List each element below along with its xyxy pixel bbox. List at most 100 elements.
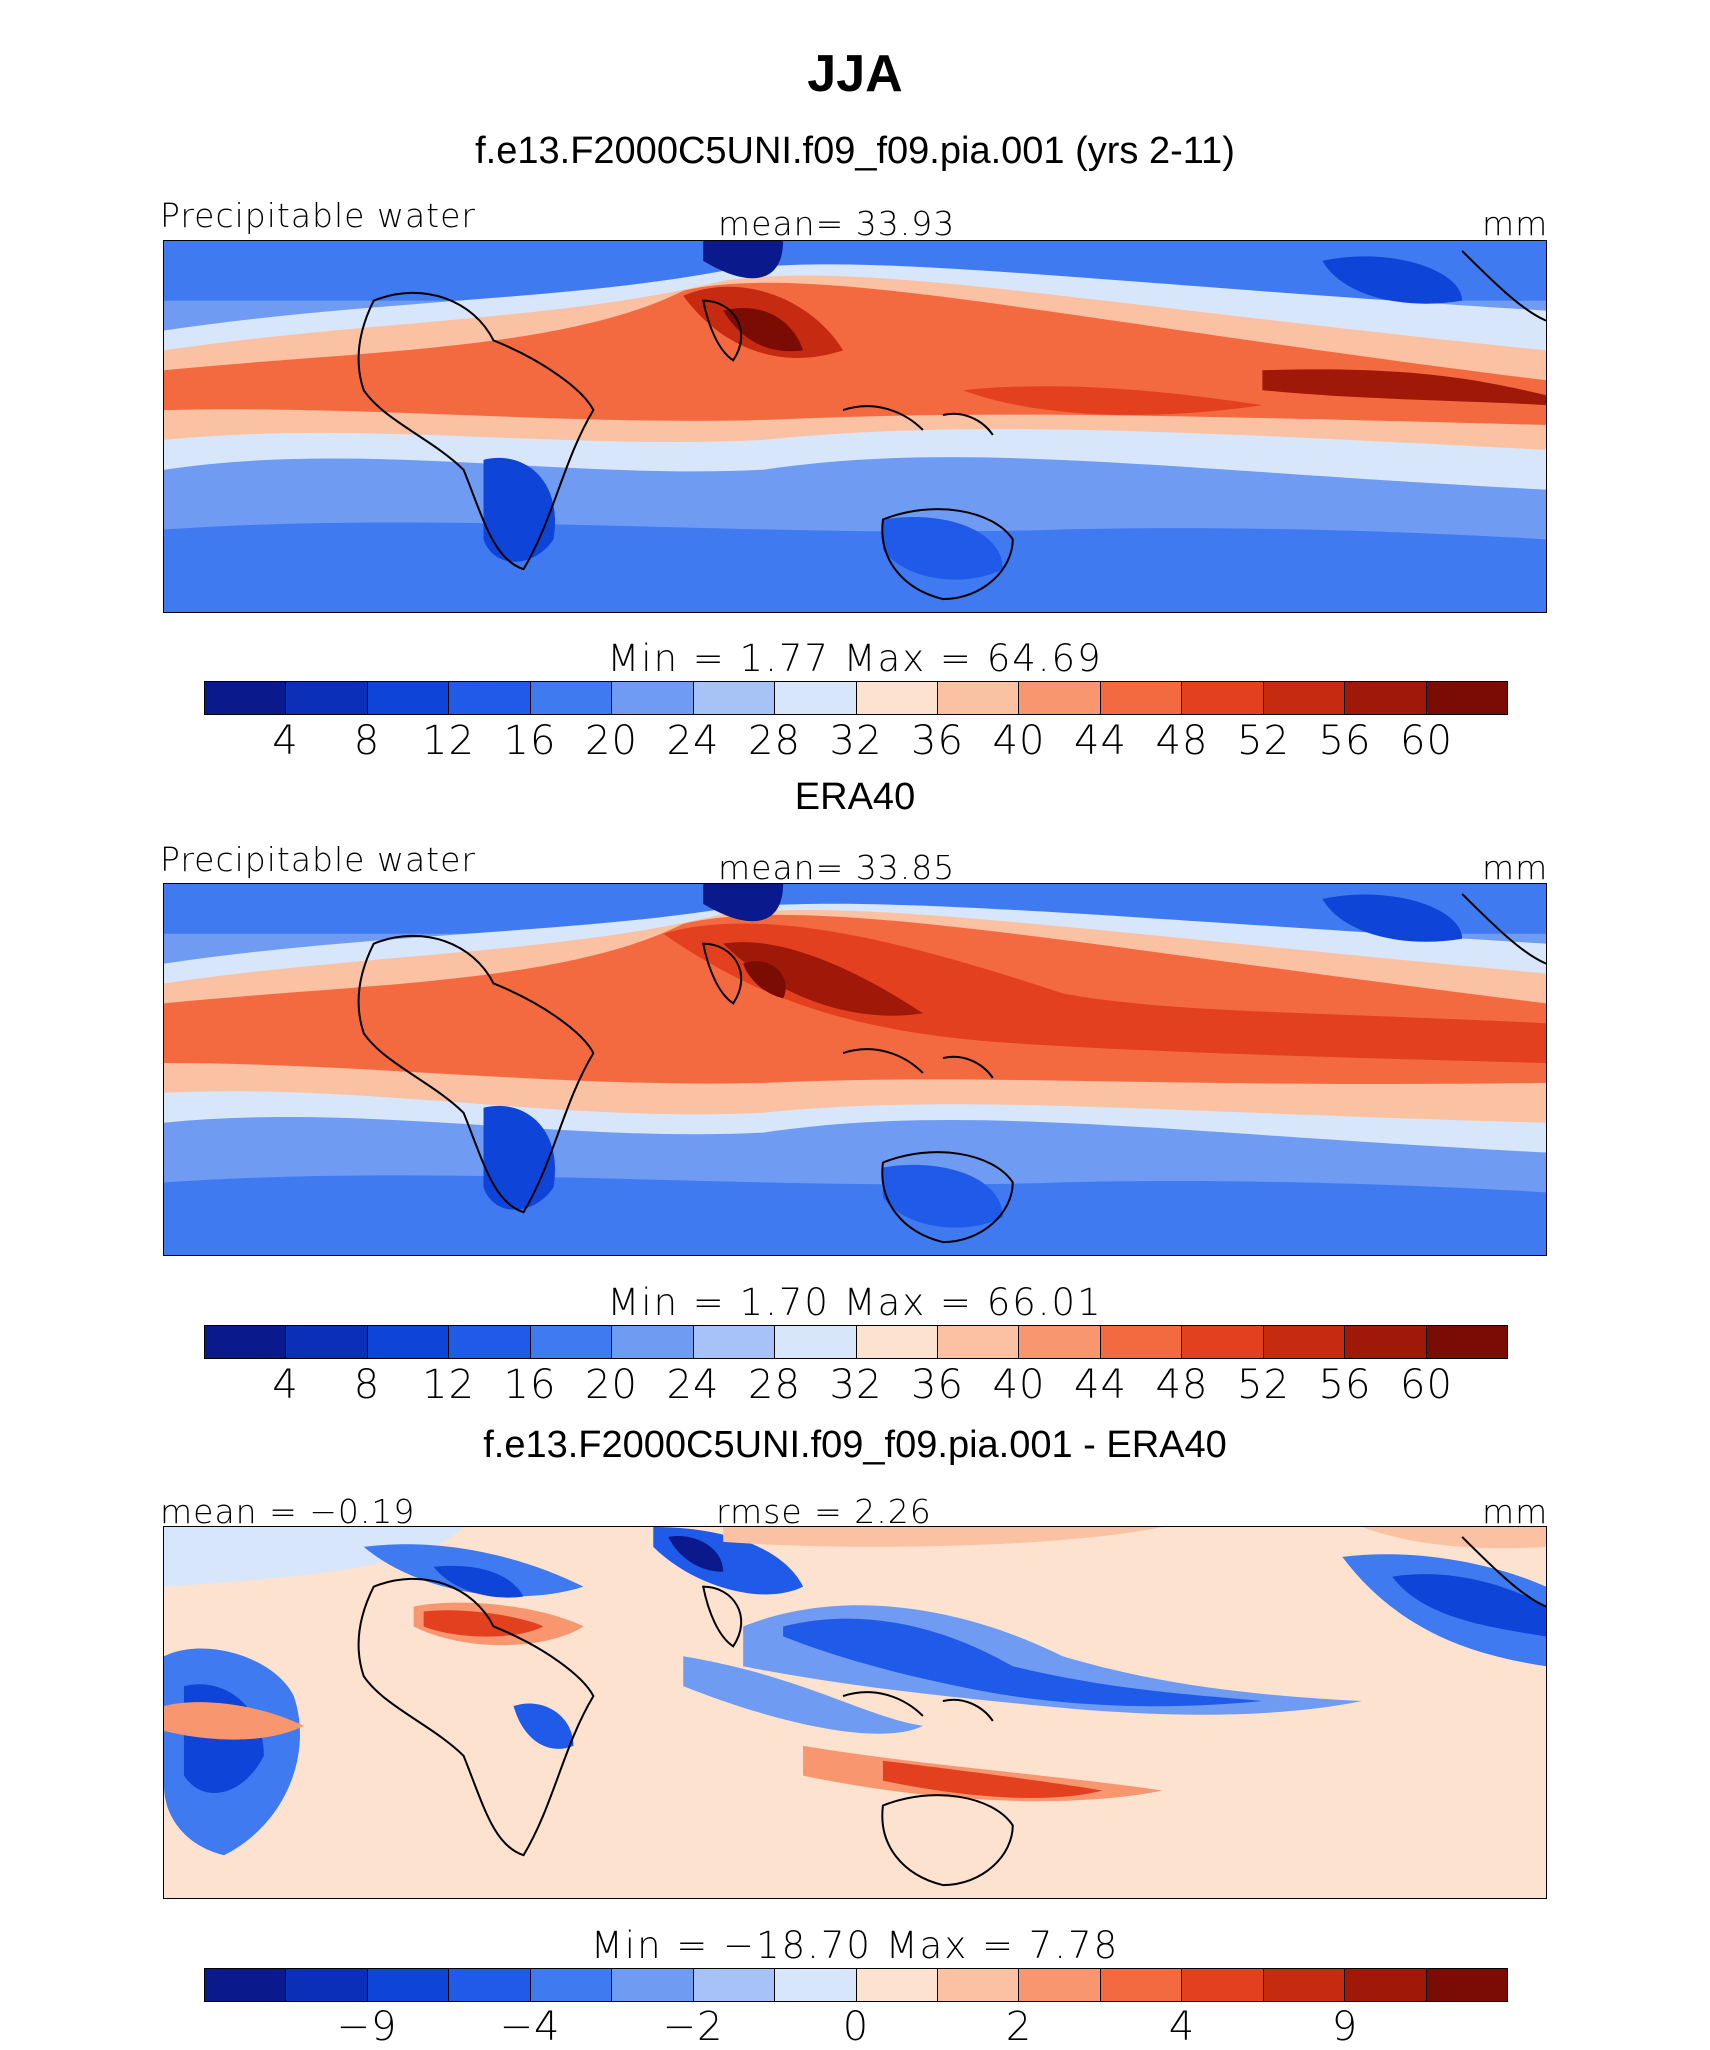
panel-1-min-max: Min = 1.77 Max = 64.69	[607, 637, 1103, 680]
colorbar-swatch	[1100, 682, 1183, 714]
colorbar-swatch	[693, 1326, 776, 1358]
panel-1-colorbar	[204, 681, 1508, 715]
panel-3-min-max: Min = −18.70 Max = 7.78	[590, 1924, 1120, 1967]
colorbar-swatch	[449, 682, 531, 714]
colorbar-tick-label: 8	[353, 718, 381, 764]
colorbar-swatch	[856, 1326, 938, 1358]
colorbar-swatch	[449, 1969, 531, 2001]
colorbar-swatch	[775, 682, 857, 714]
panel-3-title: f.e13.F2000C5UNI.f09_f09.pia.001 - ERA40	[483, 1424, 1227, 1466]
colorbar-tick-label: 32	[829, 1362, 883, 1408]
colorbar-swatch	[1100, 1969, 1183, 2001]
colorbar-swatch	[205, 1969, 287, 2001]
colorbar-tick-label: 52	[1237, 1362, 1290, 1408]
figure-title: JJA	[807, 45, 903, 103]
colorbar-tick-label: 12	[422, 718, 475, 764]
colorbar-tick-label: −9	[336, 2004, 398, 2050]
colorbar-swatch	[286, 682, 368, 714]
colorbar-swatch	[1263, 1326, 1346, 1358]
colorbar-swatch	[1426, 1969, 1507, 2001]
colorbar-swatch	[367, 1969, 450, 2001]
colorbar-swatch	[367, 682, 450, 714]
colorbar-swatch	[286, 1969, 368, 2001]
colorbar-tick-label: 16	[503, 1362, 557, 1408]
colorbar-tick-label: 24	[666, 718, 720, 764]
colorbar-tick-label: 28	[748, 718, 801, 764]
colorbar-swatch	[530, 682, 613, 714]
colorbar-swatch	[205, 1326, 287, 1358]
colorbar-swatch	[1182, 1969, 1264, 2001]
panel-3-map	[163, 1526, 1547, 1899]
panel-3-colorbar	[204, 1968, 1508, 2002]
colorbar-swatch	[775, 1969, 857, 2001]
colorbar-swatch	[1426, 1326, 1507, 1358]
colorbar-swatch	[612, 1969, 694, 2001]
colorbar-tick-label: 36	[911, 718, 964, 764]
panel-1-map	[163, 240, 1547, 613]
colorbar-swatch	[1182, 1326, 1264, 1358]
colorbar-tick-label: 8	[353, 1362, 381, 1408]
colorbar-tick-label: −4	[499, 2004, 561, 2050]
colorbar-swatch	[1263, 682, 1346, 714]
panel-1-title: f.e13.F2000C5UNI.f09_f09.pia.001 (yrs 2-…	[475, 130, 1235, 172]
colorbar-tick-label: 0	[842, 2004, 870, 2050]
colorbar-swatch	[1100, 1326, 1183, 1358]
colorbar-swatch	[937, 1326, 1020, 1358]
colorbar-swatch	[1263, 1969, 1346, 2001]
panel-2-variable-label: Precipitable water	[160, 840, 476, 879]
colorbar-swatch	[612, 682, 694, 714]
colorbar-tick-label: 24	[666, 1362, 720, 1408]
colorbar-tick-label: 36	[911, 1362, 964, 1408]
colorbar-tick-label: 44	[1074, 1362, 1127, 1408]
colorbar-tick-label: 12	[422, 1362, 475, 1408]
colorbar-swatch	[1345, 1969, 1427, 2001]
panel-1-variable-label: Precipitable water	[160, 196, 476, 235]
colorbar-tick-label: 60	[1400, 718, 1453, 764]
colorbar-swatch	[1019, 1969, 1101, 2001]
colorbar-swatch	[693, 682, 776, 714]
panel-2-units-label: mm	[1482, 848, 1549, 887]
colorbar-swatch	[1019, 1326, 1101, 1358]
colorbar-swatch	[693, 1969, 776, 2001]
colorbar-tick-label: 32	[829, 718, 883, 764]
colorbar-tick-label: 48	[1155, 718, 1209, 764]
panel-2-map	[163, 883, 1547, 1256]
colorbar-tick-label: 2	[1005, 2004, 1033, 2050]
panel-2-title: ERA40	[794, 776, 916, 818]
colorbar-swatch	[775, 1326, 857, 1358]
colorbar-swatch	[205, 682, 287, 714]
colorbar-swatch	[449, 1326, 531, 1358]
colorbar-tick-label: 48	[1155, 1362, 1209, 1408]
panel-3-rmse-label: rmse = 2.26	[716, 1492, 932, 1531]
colorbar-swatch	[937, 682, 1020, 714]
colorbar-tick-label: 20	[585, 718, 638, 764]
colorbar-tick-label: 4	[272, 718, 299, 764]
panel-1-mean-label: mean= 33.93	[718, 204, 956, 243]
colorbar-tick-label: 40	[992, 1362, 1046, 1408]
panel-3-units-label: mm	[1482, 1492, 1549, 1531]
colorbar-swatch	[286, 1326, 368, 1358]
panel-2-min-max: Min = 1.70 Max = 66.01	[607, 1281, 1103, 1324]
colorbar-tick-label: 60	[1400, 1362, 1453, 1408]
colorbar-tick-label: 4	[1168, 2004, 1196, 2050]
colorbar-tick-label: 52	[1237, 718, 1290, 764]
panel-2-colorbar	[204, 1325, 1508, 1359]
colorbar-tick-label: 56	[1318, 718, 1372, 764]
colorbar-tick-label: 20	[585, 1362, 638, 1408]
colorbar-tick-label: 44	[1074, 718, 1127, 764]
colorbar-tick-label: 16	[503, 718, 557, 764]
colorbar-swatch	[530, 1969, 613, 2001]
colorbar-swatch	[1345, 1326, 1427, 1358]
colorbar-swatch	[612, 1326, 694, 1358]
colorbar-tick-label: 4	[272, 1362, 299, 1408]
colorbar-swatch	[1182, 682, 1264, 714]
colorbar-swatch	[530, 1326, 613, 1358]
colorbar-swatch	[1345, 682, 1427, 714]
panel-3-mean-label: mean = −0.19	[160, 1492, 416, 1531]
colorbar-tick-label: 28	[748, 1362, 801, 1408]
colorbar-swatch	[1426, 682, 1507, 714]
colorbar-tick-label: −2	[662, 2004, 724, 2050]
colorbar-swatch	[367, 1326, 450, 1358]
colorbar-swatch	[1019, 682, 1101, 714]
colorbar-tick-label: 40	[992, 718, 1046, 764]
